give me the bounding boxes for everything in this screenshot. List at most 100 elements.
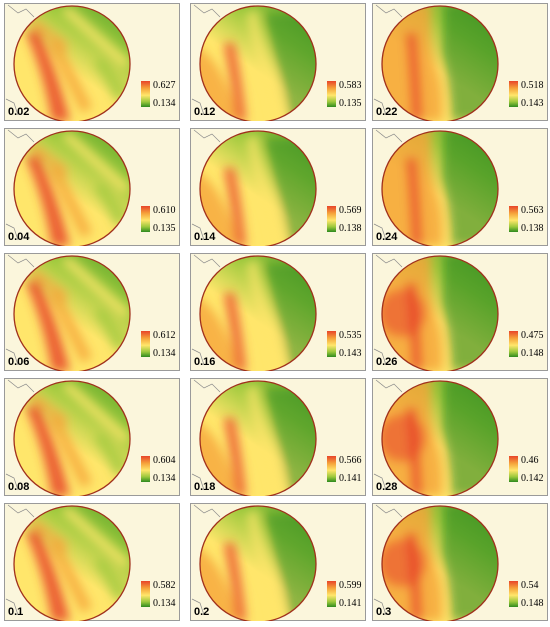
color-legend: 0.54 0.148 [509, 581, 549, 619]
legend-min-value: 0.143 [521, 98, 544, 109]
legend-color-bar [509, 331, 518, 357]
legend-color-bar [509, 456, 518, 482]
heat-map [372, 503, 548, 621]
legend-min-value: 0.138 [339, 223, 362, 234]
heat-map [4, 503, 180, 621]
heat-map [190, 378, 366, 496]
legend-color-bar [141, 81, 150, 107]
legend-max-value: 0.54 [521, 580, 539, 591]
color-legend: 0.535 0.143 [327, 331, 367, 369]
heat-map [190, 253, 366, 371]
legend-max-value: 0.563 [521, 205, 544, 216]
legend-max-value: 0.535 [339, 330, 362, 341]
legend-color-bar [141, 206, 150, 232]
panel-label: 0.18 [194, 481, 216, 493]
heat-map [372, 128, 548, 246]
panel-label: 0.04 [8, 231, 30, 243]
panel-label: 0.16 [194, 356, 216, 368]
heat-map [372, 3, 548, 121]
legend-min-value: 0.135 [339, 98, 362, 109]
color-legend: 0.475 0.148 [509, 331, 549, 369]
legend-color-bar [327, 581, 336, 607]
heat-map [4, 3, 180, 121]
legend-max-value: 0.569 [339, 205, 362, 216]
panel-label: 0.3 [376, 606, 392, 618]
panel-label: 0.1 [8, 606, 24, 618]
panel-label: 0.22 [376, 106, 398, 118]
color-legend: 0.604 0.134 [141, 456, 181, 494]
map-panel: 0.1 0.582 0.134 [4, 503, 180, 621]
map-panel: 0.06 0.612 0.134 [4, 253, 180, 371]
map-panel: 0.28 0.46 0.142 [372, 378, 548, 496]
legend-min-value: 0.138 [521, 223, 544, 234]
panel-label: 0.2 [194, 606, 210, 618]
legend-max-value: 0.583 [339, 80, 362, 91]
legend-min-value: 0.141 [339, 473, 362, 484]
legend-color-bar [141, 581, 150, 607]
color-legend: 0.563 0.138 [509, 206, 549, 244]
map-panel: 0.26 0.475 0.148 [372, 253, 548, 371]
map-panel: 0.2 0.599 0.141 [190, 503, 366, 621]
legend-color-bar [141, 331, 150, 357]
heat-map [372, 253, 548, 371]
color-legend: 0.518 0.143 [509, 81, 549, 119]
heat-map [4, 378, 180, 496]
map-panel: 0.3 0.54 0.148 [372, 503, 548, 621]
heat-map [4, 253, 180, 371]
map-panel: 0.08 0.604 0.134 [4, 378, 180, 496]
color-legend: 0.612 0.134 [141, 331, 181, 369]
map-panel: 0.22 0.518 0.143 [372, 3, 548, 121]
legend-color-bar [509, 81, 518, 107]
panel-label: 0.14 [194, 231, 216, 243]
color-legend: 0.599 0.141 [327, 581, 367, 619]
color-legend: 0.566 0.141 [327, 456, 367, 494]
panel-label: 0.08 [8, 481, 30, 493]
panel-label: 0.12 [194, 106, 216, 118]
legend-color-bar [327, 81, 336, 107]
panel-label: 0.02 [8, 106, 30, 118]
legend-color-bar [509, 206, 518, 232]
legend-min-value: 0.135 [153, 223, 176, 234]
heat-map [190, 3, 366, 121]
legend-color-bar [327, 456, 336, 482]
map-panel: 0.04 0.610 0.135 [4, 128, 180, 246]
map-panel: 0.18 0.566 0.141 [190, 378, 366, 496]
heat-map [4, 128, 180, 246]
legend-min-value: 0.134 [153, 348, 176, 359]
heat-map [190, 128, 366, 246]
map-panel: 0.02 0.627 0.134 [4, 3, 180, 121]
legend-min-value: 0.148 [521, 348, 544, 359]
panel-label: 0.06 [8, 356, 30, 368]
legend-color-bar [327, 331, 336, 357]
legend-max-value: 0.612 [153, 330, 176, 341]
legend-min-value: 0.134 [153, 473, 176, 484]
legend-min-value: 0.148 [521, 598, 544, 609]
color-legend: 0.583 0.135 [327, 81, 367, 119]
color-legend: 0.610 0.135 [141, 206, 181, 244]
legend-min-value: 0.134 [153, 98, 176, 109]
legend-max-value: 0.610 [153, 205, 176, 216]
legend-max-value: 0.599 [339, 580, 362, 591]
color-legend: 0.582 0.134 [141, 581, 181, 619]
heat-map [190, 503, 366, 621]
legend-min-value: 0.142 [521, 473, 544, 484]
panel-label: 0.26 [376, 356, 398, 368]
legend-color-bar [327, 206, 336, 232]
legend-max-value: 0.566 [339, 455, 362, 466]
legend-max-value: 0.46 [521, 455, 539, 466]
map-panel: 0.14 0.569 0.138 [190, 128, 366, 246]
legend-min-value: 0.134 [153, 598, 176, 609]
color-legend: 0.569 0.138 [327, 206, 367, 244]
legend-color-bar [141, 456, 150, 482]
map-panel: 0.12 0.583 0.135 [190, 3, 366, 121]
map-panel: 0.24 0.563 0.138 [372, 128, 548, 246]
legend-max-value: 0.582 [153, 580, 176, 591]
legend-min-value: 0.141 [339, 598, 362, 609]
legend-max-value: 0.627 [153, 80, 176, 91]
panel-label: 0.24 [376, 231, 398, 243]
panel-label: 0.28 [376, 481, 398, 493]
legend-max-value: 0.604 [153, 455, 176, 466]
color-legend: 0.627 0.134 [141, 81, 181, 119]
legend-color-bar [509, 581, 518, 607]
